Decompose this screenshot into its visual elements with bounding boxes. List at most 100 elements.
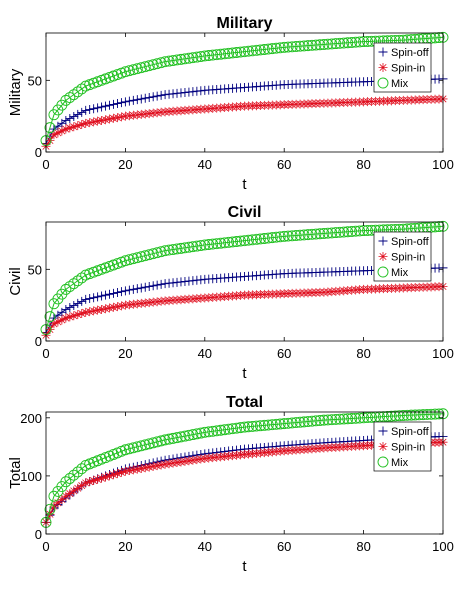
data-point — [120, 111, 130, 121]
data-point — [310, 228, 322, 240]
x-tick-label: 60 — [277, 346, 291, 361]
data-point — [330, 227, 342, 239]
legend-label: Spin-in — [391, 63, 425, 75]
data-point — [93, 474, 103, 484]
data-point — [338, 413, 350, 425]
legend-label: Spin-off — [391, 236, 430, 248]
data-point — [302, 229, 314, 241]
data-point — [155, 246, 167, 258]
data-point — [405, 409, 417, 421]
data-point — [69, 311, 79, 321]
legend-label: Spin-in — [391, 252, 425, 264]
data-point — [132, 95, 142, 105]
data-point — [77, 107, 87, 117]
x-tick-label: 80 — [356, 539, 370, 554]
data-point — [389, 410, 401, 422]
data-point — [132, 284, 142, 294]
data-point — [151, 58, 163, 70]
data-point — [223, 236, 235, 248]
data-point — [227, 47, 239, 59]
data-point — [208, 453, 218, 463]
data-point — [346, 413, 358, 424]
data-point — [294, 40, 306, 52]
data-point — [282, 230, 294, 242]
data-point — [250, 44, 262, 56]
data-point — [124, 96, 134, 106]
data-point — [180, 456, 190, 466]
data-point — [143, 60, 155, 72]
data-point — [171, 54, 183, 66]
data-point — [140, 282, 150, 292]
data-point — [334, 226, 346, 238]
data-point — [362, 225, 374, 236]
data-point — [97, 115, 107, 125]
data-point — [270, 231, 282, 243]
data-point — [362, 412, 374, 424]
data-point — [69, 486, 79, 496]
data-point — [203, 426, 215, 438]
data-point — [123, 443, 135, 455]
data-point — [81, 118, 91, 128]
x-tick-label: 100 — [432, 346, 454, 361]
data-point — [53, 317, 63, 327]
data-point — [57, 126, 67, 136]
data-point — [144, 462, 154, 472]
data-point — [187, 429, 199, 441]
data-point — [152, 280, 162, 290]
data-point — [179, 430, 191, 442]
data-point — [112, 469, 122, 479]
data-point — [250, 420, 262, 432]
data-point — [262, 232, 274, 244]
legend-marker — [378, 442, 388, 451]
data-point — [127, 64, 139, 76]
data-point — [85, 307, 95, 317]
data-point — [152, 297, 162, 307]
data-point — [167, 55, 179, 66]
data-point — [167, 244, 179, 255]
data-point — [112, 288, 122, 298]
data-point — [183, 241, 195, 253]
data-point — [132, 299, 142, 309]
data-point — [211, 238, 223, 250]
data-point — [338, 226, 350, 238]
data-point — [132, 110, 142, 120]
data-point — [266, 419, 278, 431]
data-point — [262, 43, 274, 55]
data-point — [139, 61, 151, 73]
data-point — [184, 456, 194, 466]
y-tick-label: 0 — [35, 145, 42, 160]
data-point — [175, 242, 187, 254]
data-point — [85, 294, 95, 304]
data-point — [179, 53, 191, 65]
data-point — [140, 109, 150, 119]
data-point — [72, 86, 84, 98]
data-point — [342, 226, 354, 238]
data-point — [49, 319, 59, 329]
data-point — [187, 241, 199, 253]
data-point — [101, 472, 111, 482]
data-point — [97, 304, 107, 314]
data-point — [215, 237, 227, 249]
data-point — [199, 426, 211, 438]
chart-panel-1: Military 0 20 40 60 80 100 0 50 t Military Spin-off… — [7, 15, 454, 193]
data-point — [105, 114, 115, 124]
data-point — [44, 122, 56, 134]
data-point — [108, 470, 118, 480]
data-point — [128, 465, 138, 475]
data-point — [156, 107, 166, 117]
x-tick-label: 40 — [198, 346, 212, 361]
data-point — [61, 124, 71, 134]
data-point — [239, 46, 250, 58]
data-point — [116, 112, 126, 122]
data-point — [258, 233, 270, 244]
data-point — [119, 444, 131, 456]
data-point — [175, 431, 187, 443]
data-point — [155, 57, 167, 69]
data-point — [53, 128, 63, 138]
data-point — [262, 419, 274, 431]
legend-label: Mix — [391, 267, 409, 279]
data-point — [212, 452, 222, 462]
data-point — [274, 42, 286, 54]
data-point — [290, 230, 302, 241]
